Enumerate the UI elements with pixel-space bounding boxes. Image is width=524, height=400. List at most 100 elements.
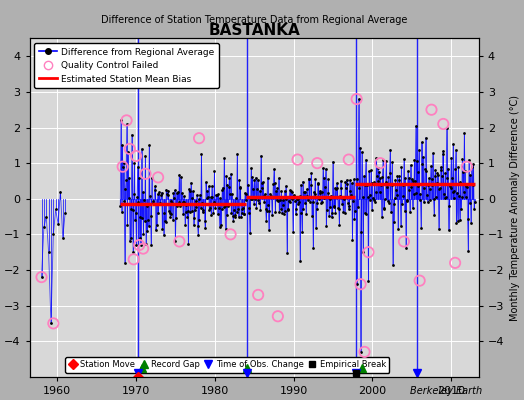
Point: [425, 196, 434, 203]
Point: [262, 217, 270, 224]
Point: [356, 281, 365, 288]
Point: [309, 199, 317, 205]
Point: [286, 187, 294, 194]
Point: [408, 176, 416, 182]
Point: [302, 186, 311, 192]
Point: [268, 212, 276, 219]
Point: [364, 278, 373, 284]
Point: [248, 196, 256, 202]
Point: [369, 196, 378, 203]
Point: [165, 208, 173, 214]
Point: [191, 198, 200, 204]
Point: [452, 220, 461, 226]
Point: [61, 210, 69, 216]
Point: [341, 179, 350, 185]
Point: [452, 146, 460, 153]
Point: [181, 222, 189, 228]
Point: [398, 182, 407, 188]
Point: [312, 224, 320, 231]
Point: [232, 208, 241, 215]
Point: [316, 190, 325, 196]
Point: [338, 201, 346, 208]
Point: [119, 160, 128, 166]
Point: [56, 188, 64, 195]
Point: [349, 197, 357, 204]
Point: [182, 208, 190, 215]
Point: [211, 204, 219, 211]
Point: [201, 218, 209, 224]
Point: [151, 227, 160, 233]
Point: [256, 188, 264, 194]
Point: [281, 208, 289, 215]
Point: [138, 214, 146, 221]
Point: [465, 156, 473, 163]
Point: [189, 222, 198, 228]
Point: [433, 169, 442, 176]
Point: [416, 278, 424, 284]
Point: [416, 197, 424, 203]
Point: [312, 206, 321, 212]
Point: [255, 200, 263, 206]
Point: [218, 187, 226, 193]
Point: [297, 209, 305, 216]
Point: [354, 204, 362, 211]
Point: [381, 179, 390, 186]
Point: [291, 211, 300, 218]
Point: [433, 180, 441, 186]
Point: [130, 160, 139, 166]
Point: [390, 200, 398, 207]
Point: [397, 164, 406, 170]
Point: [37, 274, 46, 280]
Point: [175, 172, 183, 178]
Point: [393, 173, 401, 180]
Point: [166, 209, 174, 216]
Point: [319, 165, 328, 171]
Point: [459, 169, 467, 176]
Point: [199, 209, 207, 216]
Point: [350, 176, 358, 182]
Point: [381, 196, 389, 202]
Point: [251, 196, 259, 202]
Point: [283, 250, 291, 256]
Point: [120, 198, 128, 204]
Point: [394, 226, 402, 232]
Point: [324, 176, 332, 182]
Point: [159, 232, 168, 238]
Point: [356, 144, 364, 151]
Point: [135, 242, 144, 248]
Point: [306, 199, 314, 205]
Point: [395, 173, 403, 179]
Point: [196, 205, 205, 211]
Point: [151, 183, 159, 189]
Point: [300, 188, 308, 195]
Point: [375, 169, 383, 175]
Point: [359, 249, 367, 255]
Point: [341, 210, 349, 216]
Point: [256, 207, 265, 213]
Point: [264, 202, 272, 208]
Point: [182, 201, 191, 208]
Point: [276, 196, 284, 203]
Point: [464, 248, 473, 254]
Point: [457, 194, 466, 200]
Point: [272, 188, 280, 194]
Point: [329, 158, 337, 165]
Point: [326, 204, 334, 210]
Point: [420, 185, 429, 192]
Point: [373, 173, 381, 180]
Point: [333, 180, 341, 186]
Point: [261, 206, 270, 212]
Point: [281, 183, 290, 189]
Point: [146, 192, 154, 199]
Point: [331, 210, 340, 216]
Point: [149, 198, 157, 204]
Point: [141, 153, 149, 159]
Point: [326, 192, 335, 199]
Point: [238, 206, 247, 213]
Point: [405, 186, 413, 193]
Point: [405, 174, 413, 181]
Point: [194, 231, 202, 238]
Point: [289, 228, 297, 235]
Point: [442, 194, 450, 200]
Point: [174, 198, 183, 205]
